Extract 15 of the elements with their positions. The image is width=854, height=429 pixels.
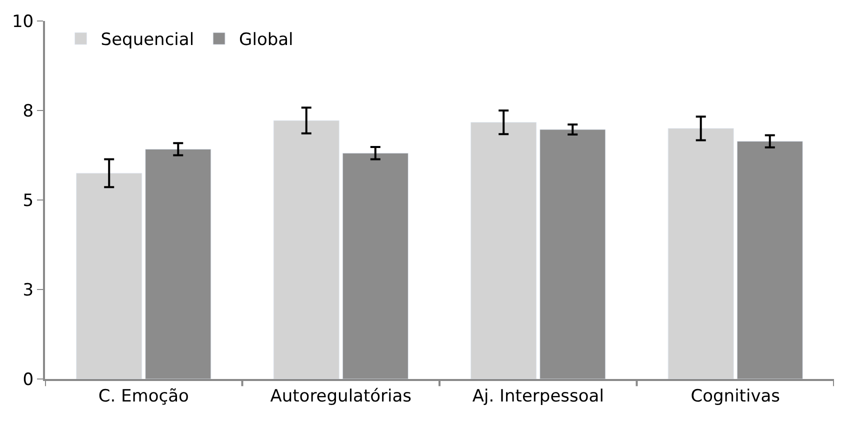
legend-label: Sequencial — [100, 30, 194, 50]
x-tick-label: Aj. Interpessoal — [472, 386, 604, 406]
legend-label: Global — [239, 30, 294, 50]
y-tick-label: 3 — [22, 280, 34, 300]
x-tick-label: C. Emoção — [98, 386, 189, 406]
bar — [273, 120, 340, 379]
y-tick-label: 0 — [22, 370, 34, 390]
x-tick-label: Cognitivas — [690, 386, 780, 406]
y-tick-label: 5 — [22, 190, 34, 211]
x-tick-label: Autoregulatórias — [270, 386, 412, 406]
bar — [76, 172, 142, 379]
bar — [668, 128, 734, 379]
bar — [470, 122, 537, 379]
y-tick-label: 10 — [12, 12, 34, 32]
y-tick-label: 8 — [22, 101, 34, 122]
